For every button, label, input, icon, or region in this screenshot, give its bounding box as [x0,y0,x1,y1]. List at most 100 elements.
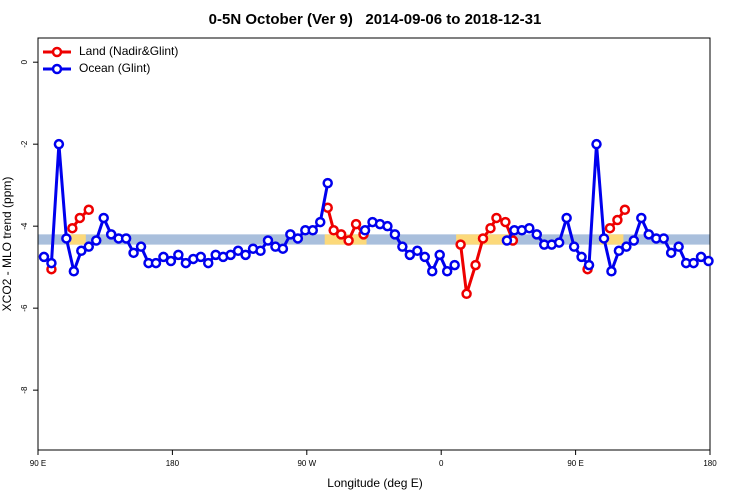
data-point [314,216,326,228]
data-point [120,233,132,244]
data-point [74,212,86,224]
y-tick-label: -8 [20,386,29,394]
data-point [531,229,543,240]
y-tick-label: -4 [20,222,29,230]
series-line [363,220,456,275]
data-point [202,257,214,269]
data-point [262,235,274,246]
data-point [68,266,80,277]
data-point [307,225,319,236]
data-point [500,216,511,228]
data-point [335,229,347,240]
data-point [277,243,289,254]
data-point [619,204,631,216]
data-point [477,233,489,244]
data-point [636,212,647,224]
data-point [158,251,169,263]
data-point [225,249,236,261]
data-point [328,225,339,236]
data-point [673,241,684,252]
chart-title: 0-5N October (Ver 9) 2014-09-06 to 2018-… [209,11,542,28]
data-point [665,247,677,259]
legend-label: Land (Nadir&Glint) [79,44,178,58]
data-point [598,233,610,244]
data-point [135,241,147,252]
data-point [61,233,72,244]
data-point [703,255,714,267]
legend-marker [51,46,63,58]
data-point [591,138,602,150]
data-point [397,241,408,252]
data-point [524,222,535,234]
data-point [441,266,453,277]
data-point [195,251,207,263]
data-point [612,214,623,226]
data-point [67,222,78,234]
data-point [461,288,472,300]
data-point [688,257,699,269]
data-point [128,247,139,259]
data-point [576,251,587,263]
data-point [359,225,371,236]
data-point [38,251,50,263]
y-tick-label: -2 [20,140,29,148]
data-point [382,220,393,232]
y-tick-label: 0 [20,59,29,64]
data-point [404,249,416,261]
x-tick-label: 0 [439,459,444,468]
data-point [165,255,177,267]
data-point [53,138,65,150]
data-point [628,235,640,246]
data-point [695,251,707,263]
data-point [553,237,565,248]
data-point [343,235,354,246]
data-point [150,257,162,269]
data-point [613,245,625,257]
data-point [76,245,87,257]
data-point [606,266,617,277]
data-point [491,212,502,224]
land-band [599,234,624,245]
data-point [583,259,595,271]
data-point [292,233,304,244]
data-point [389,229,401,240]
x-axis-label: Longitude (deg E) [327,476,422,490]
plot-frame [37,37,711,451]
data-point [434,249,445,261]
data-point [658,233,669,244]
data-point [455,239,466,250]
data-point [83,241,95,252]
data-point [621,241,632,252]
data-point [46,257,57,269]
data-point [240,249,251,261]
x-tick-label: 90 E [567,459,583,468]
data-point [643,229,655,240]
data-point [98,212,109,224]
data-point [322,177,333,189]
x-tick-label: 90 E [30,459,46,468]
x-tick-label: 180 [166,459,180,468]
data-point [426,266,438,277]
data-point [604,222,616,234]
data-point [83,204,95,216]
reference-band [38,234,710,245]
x-tick-label: 180 [703,459,717,468]
x-tick-label: 90 W [297,459,316,468]
data-point [232,245,244,257]
data-point [412,245,423,257]
data-point [105,229,117,240]
data-point [255,245,266,257]
y-axis-label: XCO2 - MLO trend (ppm) [0,177,14,312]
data-point [173,249,184,261]
legend-label: Ocean (Glint) [79,61,150,75]
data-point [470,259,481,271]
data-point [449,259,460,271]
data-point [419,251,431,263]
series-line [505,144,710,277]
data-point [350,218,362,230]
data-point [180,257,192,269]
data-point [485,222,496,234]
land-band [69,234,86,245]
data-point [568,241,580,252]
